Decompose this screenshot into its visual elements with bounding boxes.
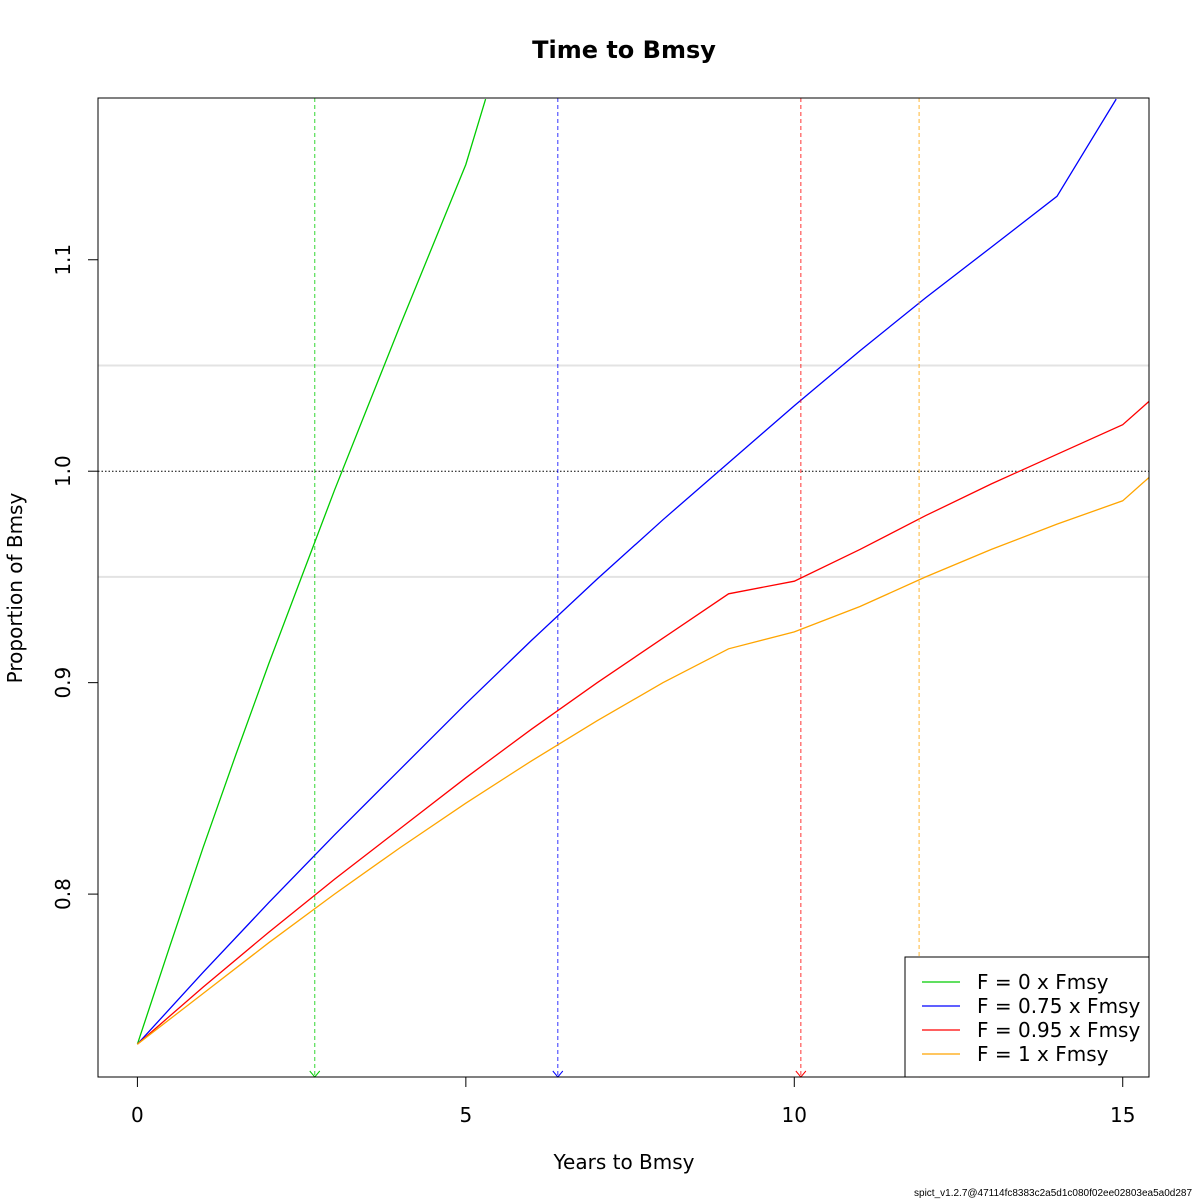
y-tick-label: 1.1 bbox=[51, 244, 75, 276]
series-line bbox=[136, 98, 1117, 1045]
legend-label: F = 1 x Fmsy bbox=[977, 1042, 1109, 1066]
x-tick-label: 5 bbox=[459, 1103, 472, 1127]
plot-frame bbox=[97, 97, 1150, 1078]
version-footer: spict_v1.2.7@47114fc8383c2a5d1c080f02ee0… bbox=[914, 1188, 1192, 1199]
chart-title: Time to Bmsy bbox=[532, 36, 716, 64]
series-line bbox=[137, 477, 1149, 1045]
x-axis-label: Years to Bmsy bbox=[552, 1150, 694, 1174]
legend-label: F = 0.75 x Fmsy bbox=[977, 994, 1140, 1018]
y-tick-label: 0.8 bbox=[51, 878, 75, 910]
series-line bbox=[136, 400, 1149, 1045]
y-tick-label: 1.0 bbox=[51, 455, 75, 487]
x-tick-label: 0 bbox=[131, 1103, 144, 1127]
plot-content bbox=[98, 98, 1149, 1077]
legend-label: F = 0.95 x Fmsy bbox=[977, 1018, 1140, 1042]
legend-label: F = 0 x Fmsy bbox=[977, 970, 1109, 994]
series-line bbox=[136, 98, 487, 1045]
y-tick-label: 0.9 bbox=[51, 667, 75, 699]
x-tick-label: 15 bbox=[1110, 1103, 1135, 1127]
legend-box bbox=[904, 956, 1150, 1078]
x-tick-label: 10 bbox=[782, 1103, 807, 1127]
y-axis-label: Proportion of Bmsy bbox=[3, 493, 27, 684]
